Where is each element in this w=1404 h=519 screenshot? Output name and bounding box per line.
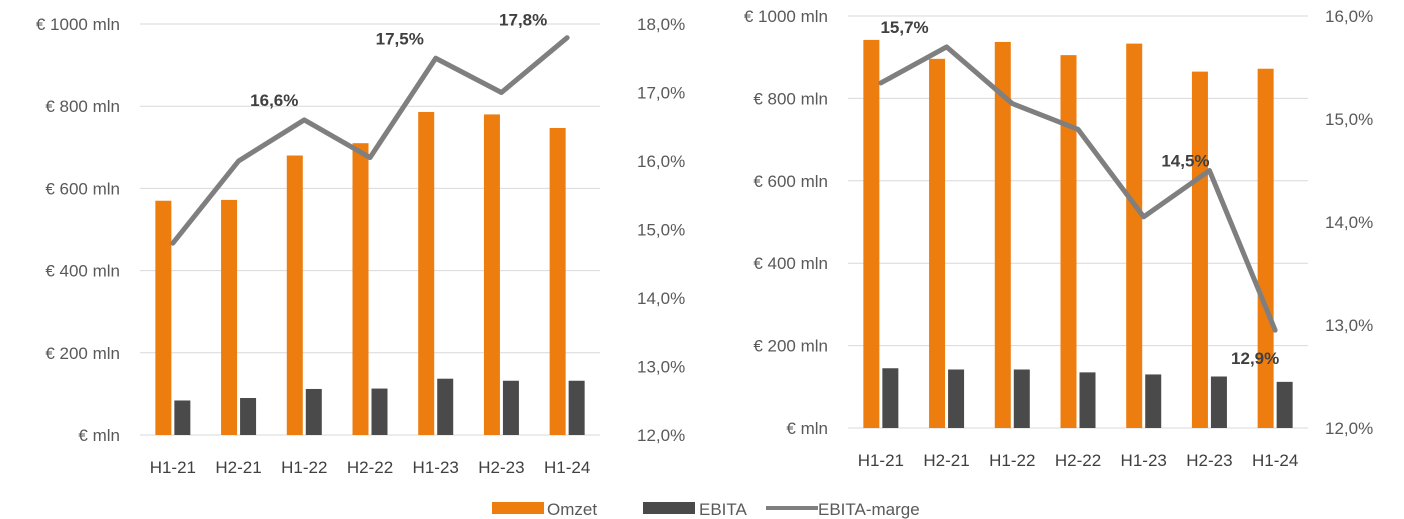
y-tick-label: € 800 mln [753, 89, 828, 108]
legend-label-ebita: EBITA [699, 500, 748, 519]
bar-omzet [994, 41, 1011, 429]
y2-tick-label: 15,0% [637, 221, 685, 240]
bar-omzet [1191, 71, 1208, 429]
data-label-ebita-marge: 12,9% [1231, 349, 1279, 368]
legend-label-omzet: Omzet [547, 500, 597, 519]
data-label-ebita-marge: 17,5% [376, 29, 424, 48]
data-label-ebita-marge: 14,5% [1161, 152, 1209, 171]
legend: Omzet EBITA EBITA-marge [492, 500, 920, 519]
y2-tick-label: 18,0% [637, 15, 685, 34]
x-tick-label: H2-23 [1186, 451, 1232, 470]
bar-omzet [1126, 43, 1143, 428]
x-tick-label: H2-23 [478, 458, 524, 477]
bar-ebita [1013, 369, 1030, 428]
y2-tick-label: 16,0% [1325, 7, 1373, 26]
y2-tick-label: 12,0% [1325, 419, 1373, 438]
bar-omzet [1060, 55, 1077, 428]
bar-omzet [483, 114, 500, 436]
y2-tick-label: 12,0% [637, 426, 685, 445]
y2-tick-label: 15,0% [1325, 110, 1373, 129]
y-tick-label: € 1000 mln [744, 7, 828, 26]
y-tick-label: € 200 mln [753, 337, 828, 356]
y-tick-label: € 1000 mln [36, 15, 120, 34]
y2-tick-label: 16,0% [637, 152, 685, 171]
bar-omzet [352, 143, 369, 435]
x-tick-label: H1-21 [858, 451, 904, 470]
y-tick-label: € 800 mln [45, 97, 120, 116]
bar-omzet [549, 127, 566, 435]
bar-ebita [437, 378, 454, 435]
line-ebita-marge [878, 44, 1278, 333]
y2-tick-label: 13,0% [1325, 316, 1373, 335]
bar-omzet [221, 199, 238, 435]
y2-tick-label: 14,0% [637, 289, 685, 308]
x-tick-label: H1-21 [150, 458, 196, 477]
y-tick-label: € mln [78, 426, 120, 445]
y2-tick-label: 17,0% [637, 84, 685, 103]
x-tick-label: H2-22 [347, 458, 393, 477]
data-label-ebita-marge: 15,7% [880, 18, 928, 37]
y2-tick-label: 14,0% [1325, 213, 1373, 232]
x-tick-label: H2-21 [215, 458, 261, 477]
data-label-ebita-marge: 16,6% [250, 91, 298, 110]
y-tick-label: € 400 mln [45, 262, 120, 281]
bar-omzet [929, 58, 946, 429]
x-tick-label: H1-24 [1252, 451, 1298, 470]
bar-ebita [568, 380, 585, 435]
y-tick-label: € mln [786, 419, 828, 438]
legend-swatch-ebita [643, 502, 695, 514]
bar-ebita [371, 388, 388, 435]
bar-ebita [1145, 374, 1162, 428]
bar-omzet [418, 111, 435, 435]
y-tick-label: € 600 mln [45, 179, 120, 198]
legend-label-ebita-marge: EBITA-marge [818, 500, 920, 519]
data-label-ebita-marge: 17,8% [499, 11, 547, 30]
bar-ebita [948, 369, 965, 428]
bar-ebita [174, 400, 191, 435]
y-tick-label: € 200 mln [45, 344, 120, 363]
bar-ebita [1276, 381, 1293, 428]
x-tick-label: H1-23 [413, 458, 459, 477]
bar-omzet [286, 155, 303, 435]
y2-tick-label: 13,0% [637, 358, 685, 377]
bar-ebita [502, 380, 519, 435]
bar-ebita [1079, 372, 1096, 428]
x-tick-label: H2-22 [1055, 451, 1101, 470]
x-tick-label: H1-23 [1121, 451, 1167, 470]
bar-ebita [240, 398, 257, 435]
y-tick-label: € 600 mln [753, 172, 828, 191]
chart-left: € mln € 200 mln € 400 mln € 600 mln € 800 ml… [36, 11, 685, 477]
bar-omzet [863, 39, 880, 429]
y-tick-label: € 400 mln [753, 254, 828, 273]
x-tick-label: H1-24 [544, 458, 590, 477]
x-tick-label: H2-21 [923, 451, 969, 470]
line-ebita-marge [170, 35, 570, 246]
x-tick-label: H1-22 [281, 458, 327, 477]
bar-ebita [305, 388, 322, 435]
legend-swatch-omzet [492, 502, 544, 514]
x-tick-label: H1-22 [989, 451, 1035, 470]
bar-omzet [1257, 68, 1274, 429]
bar-omzet [155, 200, 172, 435]
chart-right: € mln € 200 mln € 400 mln € 600 mln € 800 ml… [744, 7, 1373, 470]
bar-ebita [1210, 376, 1227, 428]
bar-ebita [882, 368, 899, 428]
